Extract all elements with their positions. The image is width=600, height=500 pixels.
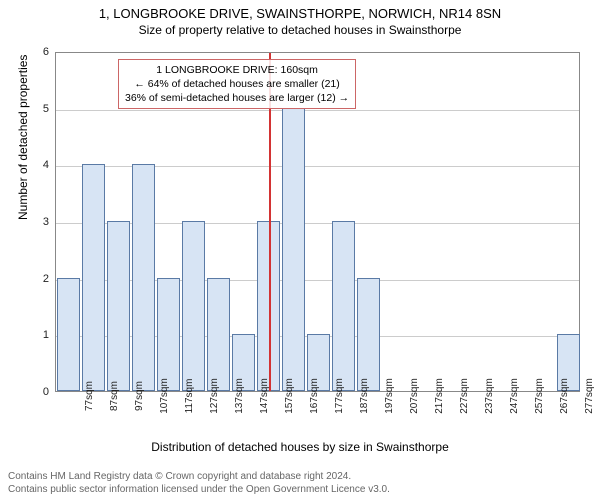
x-tick-label: 107sqm xyxy=(143,378,170,414)
x-tick-label: 157sqm xyxy=(268,378,295,414)
x-tick-label: 197sqm xyxy=(368,378,395,414)
chart-title: 1, LONGBROOKE DRIVE, SWAINSTHORPE, NORWI… xyxy=(0,0,600,21)
x-tick-label: 127sqm xyxy=(193,378,220,414)
bar xyxy=(357,278,380,391)
y-tick-label: 2 xyxy=(43,273,49,285)
x-tick-label: 97sqm xyxy=(118,381,145,411)
plot-area: 1 LONGBROOKE DRIVE: 160sqm ← 64% of deta… xyxy=(55,52,580,392)
x-tick-label: 257sqm xyxy=(518,378,545,414)
x-tick-label: 167sqm xyxy=(293,378,320,414)
bar xyxy=(57,278,80,391)
info-box: 1 LONGBROOKE DRIVE: 160sqm ← 64% of deta… xyxy=(118,59,356,110)
bar xyxy=(157,278,180,391)
y-tick-label: 1 xyxy=(43,329,49,341)
x-tick-label: 237sqm xyxy=(468,378,495,414)
y-tick-label: 6 xyxy=(43,46,49,58)
x-tick-label: 137sqm xyxy=(218,378,245,414)
x-tick-label: 117sqm xyxy=(168,379,195,414)
bar xyxy=(107,221,130,391)
info-line-1: 1 LONGBROOKE DRIVE: 160sqm xyxy=(125,63,349,77)
x-tick-label: 217sqm xyxy=(418,378,445,414)
x-tick-label: 207sqm xyxy=(393,378,420,414)
y-tick-label: 4 xyxy=(43,159,49,171)
x-tick-label: 87sqm xyxy=(93,381,120,411)
footer: Contains HM Land Registry data © Crown c… xyxy=(8,470,390,496)
y-tick-label: 0 xyxy=(43,386,49,398)
x-tick-label: 267sqm xyxy=(543,378,570,414)
x-tick-label: 187sqm xyxy=(343,378,370,414)
gridline xyxy=(56,110,579,111)
bar xyxy=(82,164,105,391)
y-tick-label: 3 xyxy=(43,216,49,228)
x-tick-label: 177sqm xyxy=(318,378,345,414)
footer-line-2: Contains public sector information licen… xyxy=(8,483,390,496)
info-line-3: 36% of semi-detached houses are larger (… xyxy=(125,91,349,105)
x-tick-label: 77sqm xyxy=(68,381,95,411)
bar xyxy=(207,278,230,391)
footer-line-1: Contains HM Land Registry data © Crown c… xyxy=(8,470,390,483)
x-tick-label: 147sqm xyxy=(243,378,270,414)
y-axis-label: Number of detached properties xyxy=(16,55,30,220)
x-tick-label: 247sqm xyxy=(493,378,520,414)
x-tick-label: 277sqm xyxy=(568,378,595,414)
x-axis-label: Distribution of detached houses by size … xyxy=(0,440,600,454)
chart-subtitle: Size of property relative to detached ho… xyxy=(0,21,600,37)
bar xyxy=(332,221,355,391)
bar xyxy=(132,164,155,391)
property-size-chart: 1, LONGBROOKE DRIVE, SWAINSTHORPE, NORWI… xyxy=(0,0,600,500)
info-line-2: ← 64% of detached houses are smaller (21… xyxy=(125,77,349,91)
bar xyxy=(182,221,205,391)
x-tick-label: 227sqm xyxy=(443,378,470,414)
y-tick-label: 5 xyxy=(43,103,49,115)
bar xyxy=(282,108,305,391)
